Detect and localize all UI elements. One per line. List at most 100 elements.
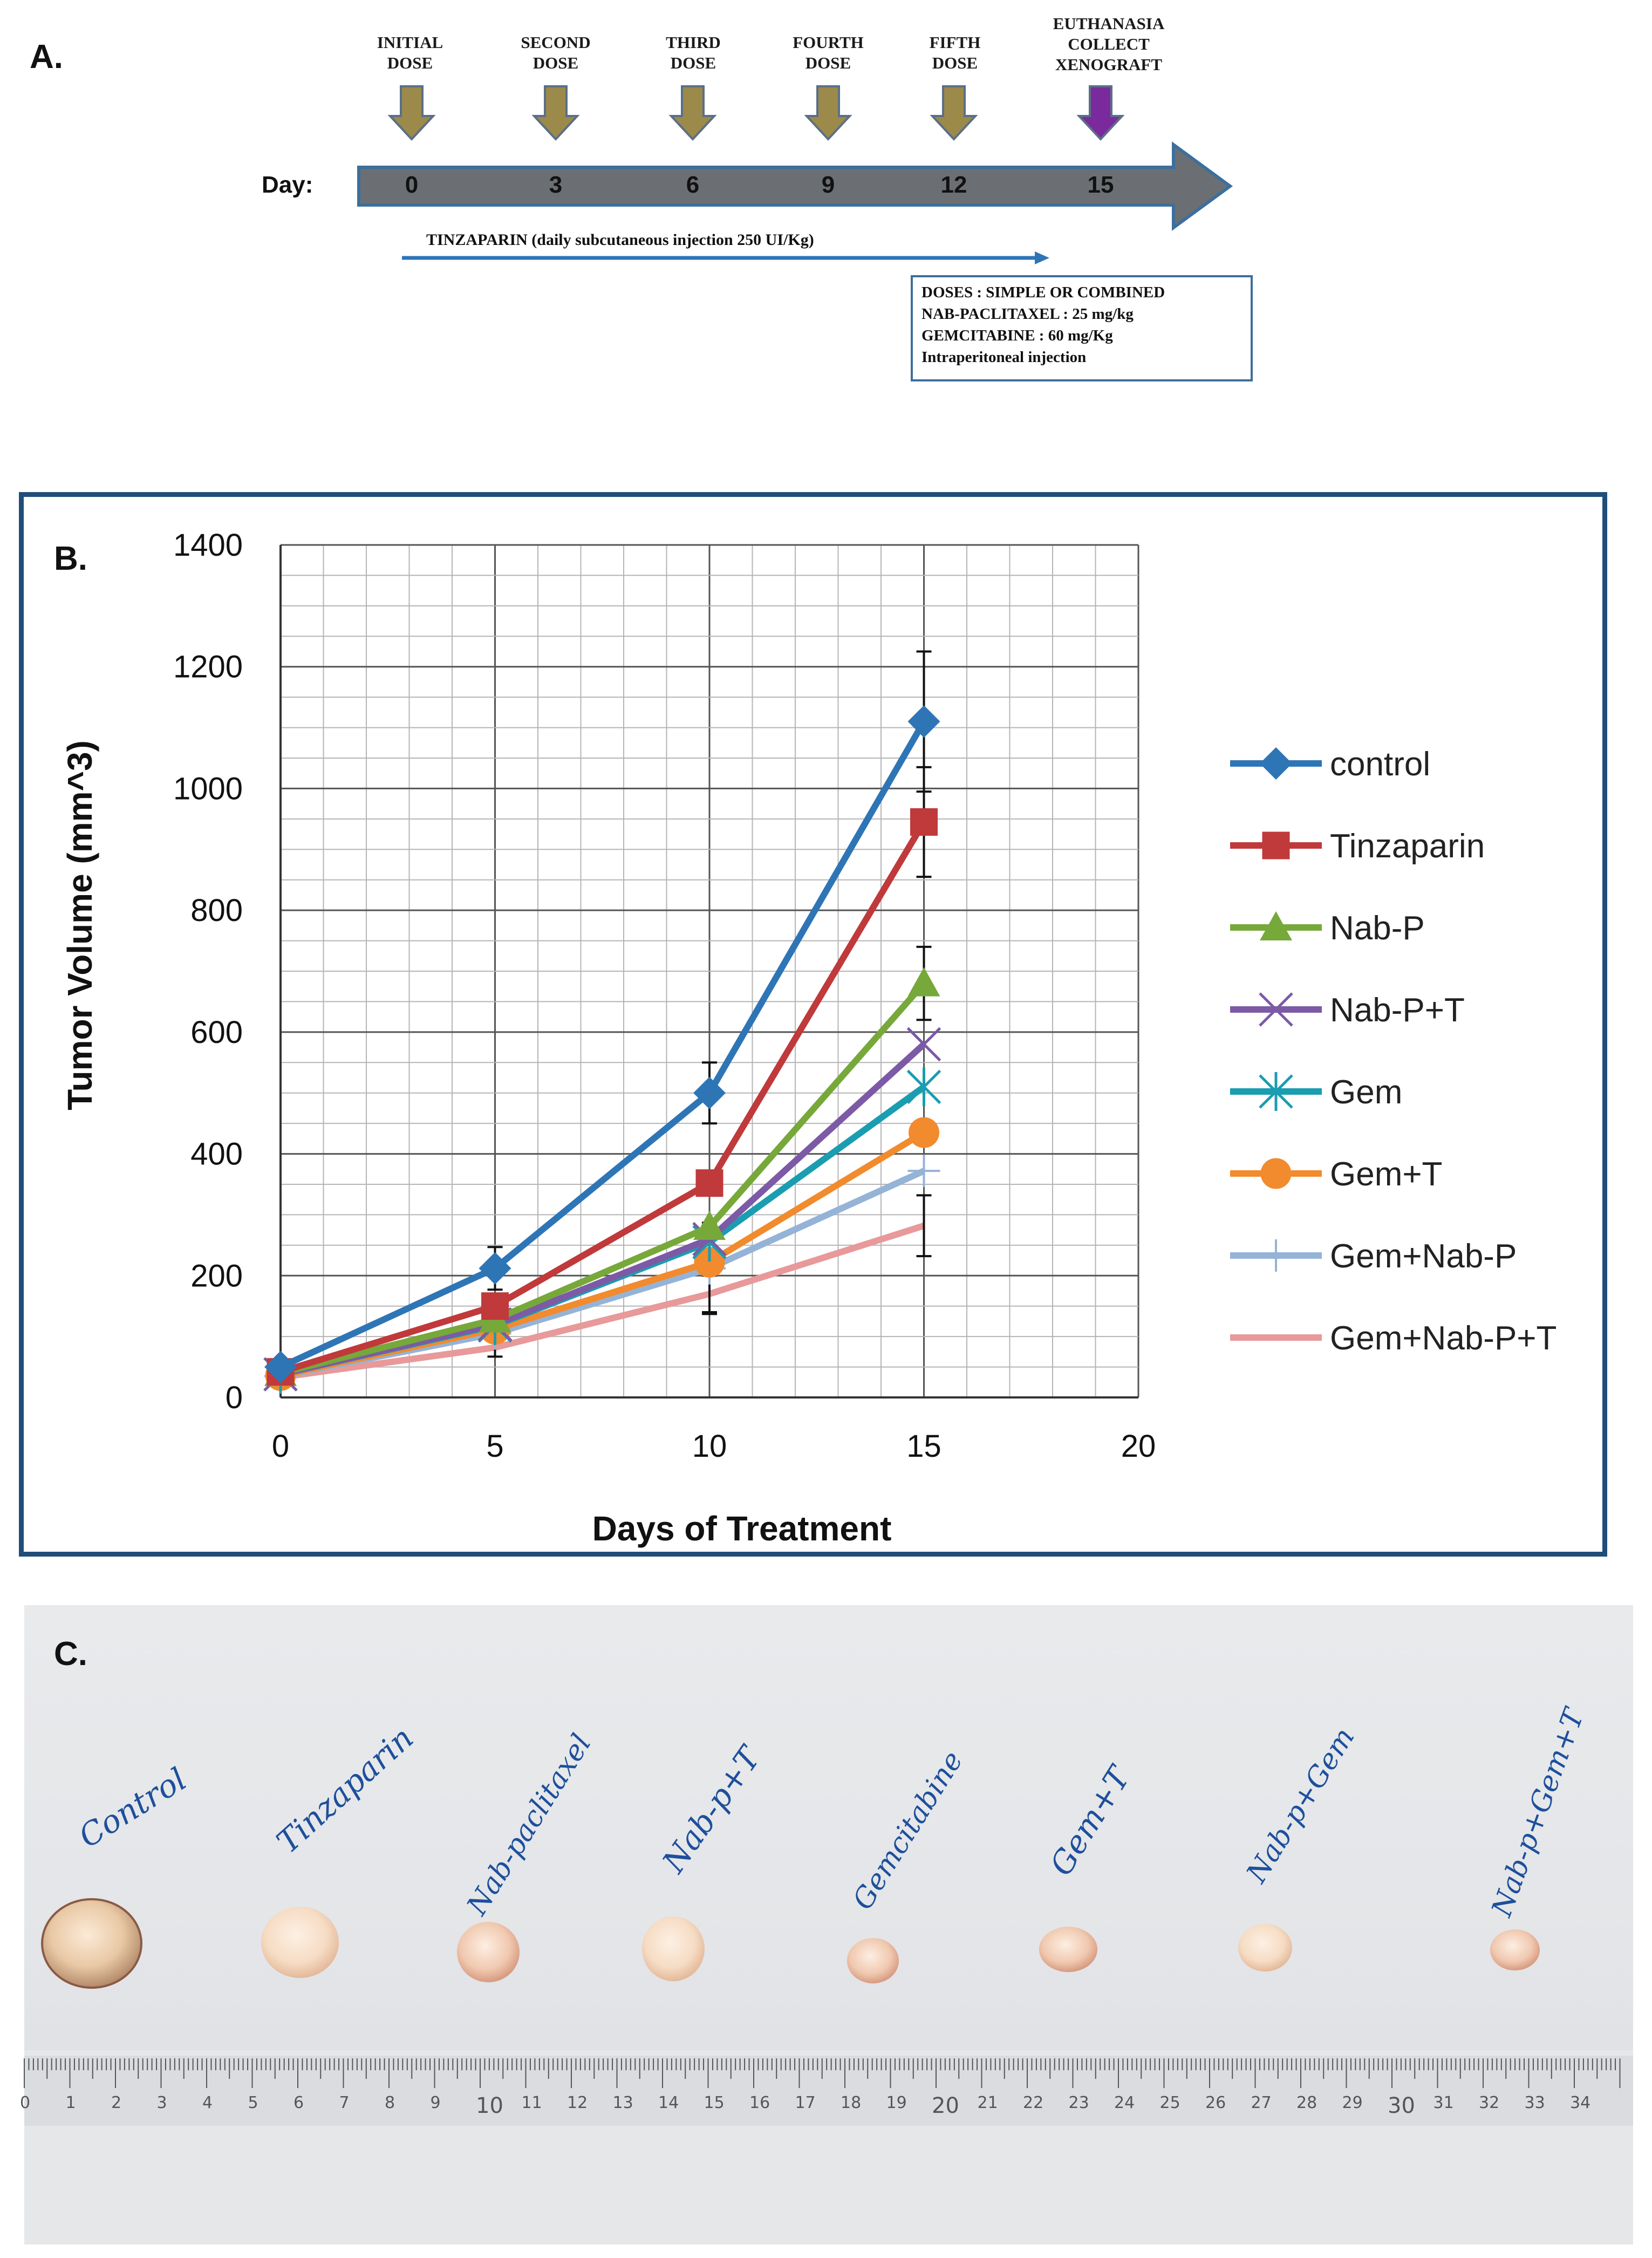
legend-label-gem-nab-p-t: Gem+Nab-P+T bbox=[1330, 1320, 1557, 1357]
ruler-number: 15 bbox=[704, 2093, 725, 2112]
ruler-number: 19 bbox=[886, 2093, 907, 2112]
day-label: Day: bbox=[262, 172, 313, 198]
dose-label-fifth: FIFTH DOSE bbox=[929, 33, 981, 72]
ruler-number: 11 bbox=[521, 2093, 542, 2112]
ruler-number: 27 bbox=[1251, 2093, 1272, 2112]
ruler-number: 5 bbox=[248, 2093, 258, 2112]
x-tick-label: 5 bbox=[486, 1429, 503, 1464]
dose-label-euthanasia: EUTHANASIA COLLECT XENOGRAFT bbox=[1053, 14, 1165, 74]
day-12: 12 bbox=[940, 172, 967, 198]
ruler-number: 20 bbox=[932, 2093, 959, 2118]
data-point-tinzaparin bbox=[481, 1292, 509, 1320]
dose-arrow-third bbox=[668, 85, 717, 141]
series-line-gem-nab-p-t bbox=[280, 1223, 925, 1381]
chart-series bbox=[263, 650, 941, 1394]
y-tick-label: 1400 bbox=[173, 528, 243, 563]
data-point-control bbox=[264, 1350, 297, 1383]
dose-label-initial: INITIAL DOSE bbox=[377, 33, 443, 72]
ruler-number: 10 bbox=[476, 2093, 503, 2118]
dose-arrow-fifth bbox=[930, 85, 978, 141]
dose-info-text: DOSES : SIMPLE OR COMBINED NAB-PACLITAXE… bbox=[921, 284, 1165, 366]
dose-arrow-second bbox=[531, 85, 580, 141]
ruler-number: 31 bbox=[1433, 2093, 1454, 2112]
tumor-gem-t bbox=[1039, 1927, 1097, 1972]
data-point-nab-p bbox=[693, 1211, 726, 1240]
legend-marker-control bbox=[1260, 747, 1292, 780]
ruler-number: 25 bbox=[1159, 2093, 1180, 2112]
x-tick-label: 0 bbox=[272, 1429, 289, 1464]
ruler-number: 34 bbox=[1570, 2093, 1591, 2112]
legend-marker-gem-nab-p bbox=[1260, 1239, 1292, 1272]
tumor-nab-p-gem bbox=[1238, 1924, 1292, 1972]
ruler-number: 8 bbox=[385, 2093, 395, 2112]
chart-axes: 0 200 400 600 800 1000 1200 1400 0 5 10 15 20 bbox=[173, 528, 1156, 1464]
data-point-control bbox=[479, 1252, 511, 1285]
tinzaparin-label: TINZAPARIN (daily subcutaneous injection… bbox=[426, 231, 814, 249]
ruler-number: 32 bbox=[1479, 2093, 1500, 2112]
legend-marker-gem bbox=[1259, 1072, 1293, 1111]
ruler-number: 3 bbox=[156, 2093, 167, 2112]
y-tick-label: 600 bbox=[190, 1015, 243, 1050]
dose-arrow-initial bbox=[387, 85, 436, 141]
y-tick-label: 1000 bbox=[173, 771, 243, 806]
ruler-number: 23 bbox=[1068, 2093, 1089, 2112]
legend-label-control: control bbox=[1330, 746, 1430, 783]
legend-label-gem: Gem bbox=[1330, 1074, 1402, 1111]
ruler-number: 26 bbox=[1205, 2093, 1226, 2112]
tumor-nab-p-t bbox=[642, 1916, 705, 1981]
panel-b-frame bbox=[19, 492, 1607, 1557]
series-line-control bbox=[279, 720, 927, 1370]
legend-label-gem-t: Gem+T bbox=[1330, 1156, 1442, 1193]
day-0: 0 bbox=[405, 172, 419, 198]
legend-marker-nab-p-t bbox=[1259, 992, 1293, 1027]
chart-legend: control Tinzaparin Nab-P Nab-P+T Gem Gem+T Gem… bbox=[1230, 746, 1557, 1357]
y-tick-label: 800 bbox=[190, 893, 243, 928]
ruler-number: 24 bbox=[1114, 2093, 1135, 2112]
ruler-number: 6 bbox=[293, 2093, 304, 2112]
series-line-nab-p bbox=[279, 981, 927, 1376]
legend-label-nab-p-t: Nab-P+T bbox=[1330, 992, 1465, 1029]
data-point-gem-t bbox=[694, 1246, 725, 1278]
x-tick-label: 15 bbox=[906, 1429, 941, 1464]
dose-label-fourth: FOURTH DOSE bbox=[793, 33, 864, 72]
ruler-number: 28 bbox=[1296, 2093, 1317, 2112]
ruler-number: 22 bbox=[1023, 2093, 1044, 2112]
y-tick-label: 400 bbox=[190, 1137, 243, 1172]
ruler-number: 12 bbox=[567, 2093, 588, 2112]
tinzaparin-arrow-head bbox=[1035, 251, 1049, 264]
data-point-tinzaparin bbox=[695, 1169, 723, 1197]
day-15: 15 bbox=[1087, 172, 1114, 198]
ruler-number: 17 bbox=[795, 2093, 816, 2112]
legend-marker-gem-t bbox=[1260, 1158, 1292, 1189]
tumor-gemcitabine bbox=[847, 1938, 899, 1983]
data-point-nab-p bbox=[907, 967, 940, 997]
series-line-tinzaparin bbox=[279, 820, 927, 1375]
legend-marker-nab-p bbox=[1260, 911, 1292, 940]
legend-label-tinzaparin: Tinzaparin bbox=[1330, 828, 1485, 865]
y-axis-title: Tumor Volume (mm^3) bbox=[60, 740, 99, 1110]
tumor-volume-chart: 0 200 400 600 800 1000 1200 1400 0 5 10 15 20 contro… bbox=[60, 528, 1557, 1548]
ruler-number: 18 bbox=[841, 2093, 862, 2112]
ruler-number: 30 bbox=[1388, 2093, 1415, 2118]
tumor-control bbox=[41, 1898, 142, 1989]
dose-label-second: SECOND DOSE bbox=[521, 33, 591, 72]
series-control bbox=[264, 650, 940, 1383]
ruler-number: 2 bbox=[111, 2093, 122, 2112]
y-tick-label: 1200 bbox=[173, 650, 243, 685]
ruler-number: 29 bbox=[1342, 2093, 1363, 2112]
ruler-ticks bbox=[24, 2058, 1621, 2088]
ruler-number: 14 bbox=[658, 2093, 679, 2112]
tumor-nab-paclitaxel bbox=[457, 1922, 520, 1982]
dose-info-box bbox=[911, 275, 1253, 381]
tumor-tinzaparin bbox=[261, 1907, 339, 1978]
ruler-number: 13 bbox=[612, 2093, 633, 2112]
panel-a-letter: A. bbox=[30, 38, 63, 76]
day-9: 9 bbox=[821, 172, 835, 198]
ruler-number: 21 bbox=[977, 2093, 998, 2112]
data-point-nab-p-t bbox=[906, 1027, 941, 1062]
ruler-number: 33 bbox=[1524, 2093, 1545, 2112]
dose-arrow-fourth bbox=[804, 85, 852, 141]
ruler-number: 4 bbox=[202, 2093, 213, 2112]
ruler-number: 7 bbox=[339, 2093, 350, 2112]
